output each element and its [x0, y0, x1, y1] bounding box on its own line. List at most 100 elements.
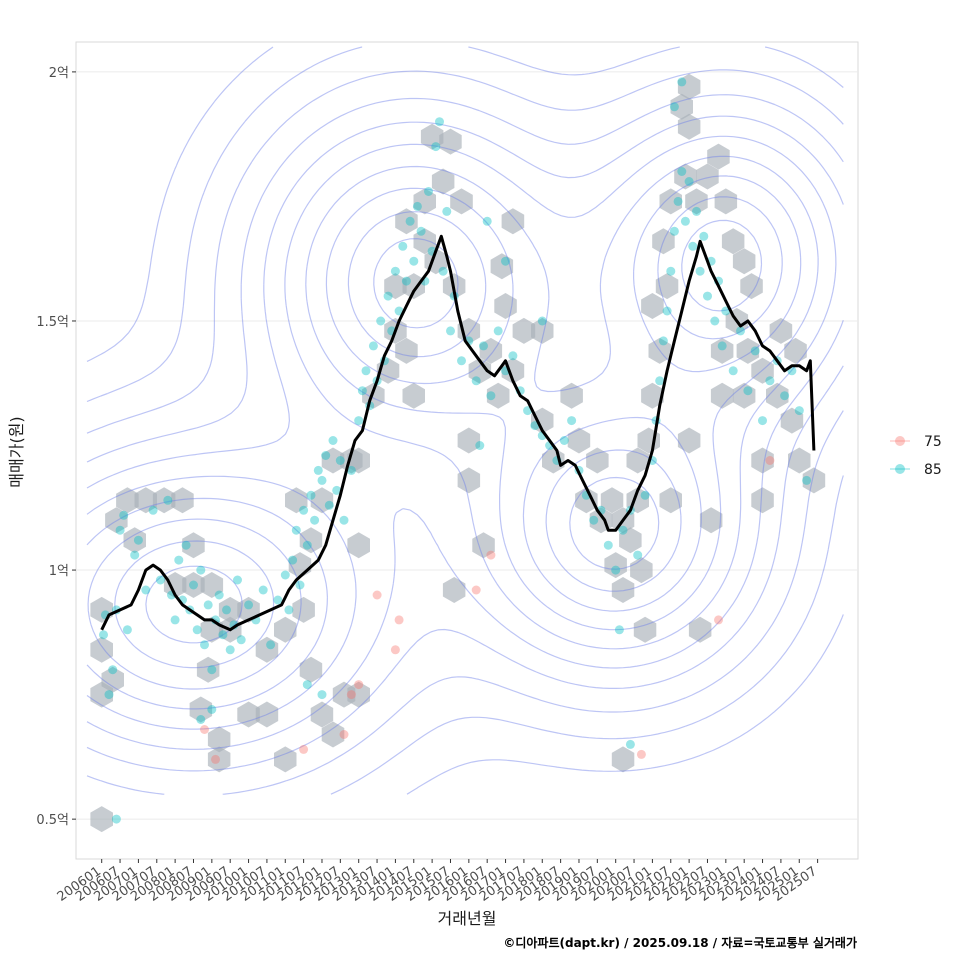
- hex-bin: [494, 293, 517, 319]
- hex-bin: [710, 337, 734, 364]
- point-75: [394, 615, 404, 625]
- hex-bin: [769, 317, 793, 344]
- point-85: [794, 406, 804, 416]
- point-85: [310, 515, 320, 525]
- hex-bin: [619, 527, 642, 554]
- hex-bin: [442, 577, 466, 603]
- hex-bin: [721, 228, 745, 255]
- hex-bin: [677, 113, 701, 140]
- point-85: [328, 436, 338, 445]
- point-85: [302, 540, 312, 550]
- density-contour: [86, 135, 837, 730]
- hex-bin: [740, 273, 763, 300]
- point-85: [203, 600, 213, 610]
- hex-bin: [116, 487, 139, 514]
- point-85: [655, 376, 665, 386]
- hex-bin: [600, 487, 624, 514]
- point-75: [372, 590, 382, 600]
- hex-bin: [732, 248, 756, 275]
- point-85: [658, 336, 668, 346]
- point-85: [618, 525, 628, 535]
- hex-bin: [255, 636, 279, 663]
- point-85: [471, 376, 481, 386]
- point-85: [273, 595, 283, 605]
- hex-bin: [479, 337, 503, 364]
- point-85: [196, 715, 206, 724]
- point-85: [625, 739, 635, 749]
- density-contour: [114, 196, 783, 669]
- hex-bin: [560, 382, 583, 409]
- point-85: [589, 515, 599, 525]
- point-85: [218, 630, 228, 640]
- point-85: [192, 625, 202, 635]
- hex-bin: [384, 273, 407, 300]
- hex-bin: [630, 557, 653, 584]
- hex-bin: [347, 681, 370, 708]
- point-85: [244, 600, 254, 610]
- hex-bin: [736, 337, 760, 364]
- hex-bin: [688, 616, 712, 643]
- point-85: [119, 510, 129, 520]
- hex-bin: [784, 337, 807, 364]
- point-85: [313, 465, 323, 475]
- point-85: [284, 605, 294, 615]
- point-85: [357, 386, 367, 396]
- point-85: [736, 326, 745, 336]
- hex-bin: [362, 382, 385, 409]
- point-75: [299, 744, 309, 754]
- point-85: [728, 366, 738, 376]
- density-contour: [86, 94, 844, 772]
- point-75: [636, 749, 646, 759]
- hex-bin: [766, 382, 789, 409]
- hex-bin: [395, 208, 418, 235]
- hex-bin: [468, 357, 492, 384]
- hex-bin: [218, 596, 242, 623]
- point-85: [431, 142, 441, 152]
- hex-bin: [105, 507, 128, 534]
- point-85: [291, 525, 301, 535]
- point-85: [207, 665, 217, 675]
- hex-bin: [710, 382, 734, 409]
- hex-bin: [413, 188, 436, 215]
- point-85: [200, 640, 209, 650]
- trend-line: [100, 234, 816, 632]
- point-85: [717, 341, 727, 351]
- point-85: [669, 102, 679, 112]
- point-75: [765, 456, 775, 465]
- hex-bin: [90, 681, 113, 708]
- hex-bin: [699, 507, 723, 534]
- point-85: [383, 291, 393, 301]
- point-85: [680, 216, 690, 226]
- hex-bin: [611, 746, 635, 773]
- hex-bin: [751, 357, 774, 384]
- hex-bin: [310, 487, 334, 514]
- point-75: [211, 754, 220, 764]
- hex-bin: [707, 143, 730, 170]
- point-85: [354, 416, 364, 426]
- point-85: [559, 436, 569, 445]
- hex-bin: [200, 572, 224, 598]
- point-85: [148, 505, 158, 515]
- point-85: [390, 266, 400, 276]
- point-85: [765, 376, 775, 386]
- point-85: [780, 391, 790, 401]
- hex-bin: [207, 726, 231, 753]
- hex-bin: [501, 208, 525, 235]
- point-85: [457, 356, 466, 366]
- caption: ©디아파트(dapt.kr) / 2025.09.18 / 자료=국토교통부 실…: [503, 935, 857, 950]
- density-contour: [86, 115, 844, 750]
- hex-bin: [751, 487, 774, 514]
- hex-bin: [420, 123, 444, 150]
- point-85: [567, 416, 577, 426]
- y-tick-label: 2억: [49, 66, 69, 81]
- point-75: [714, 615, 723, 625]
- hex-bin: [123, 527, 146, 554]
- y-tick-label: 0.5억: [36, 813, 69, 828]
- point-85: [335, 456, 345, 465]
- density-contour: [87, 175, 802, 690]
- hex-bin: [457, 467, 481, 494]
- point-85: [699, 231, 709, 241]
- point-85: [115, 525, 125, 535]
- point-85: [435, 117, 444, 127]
